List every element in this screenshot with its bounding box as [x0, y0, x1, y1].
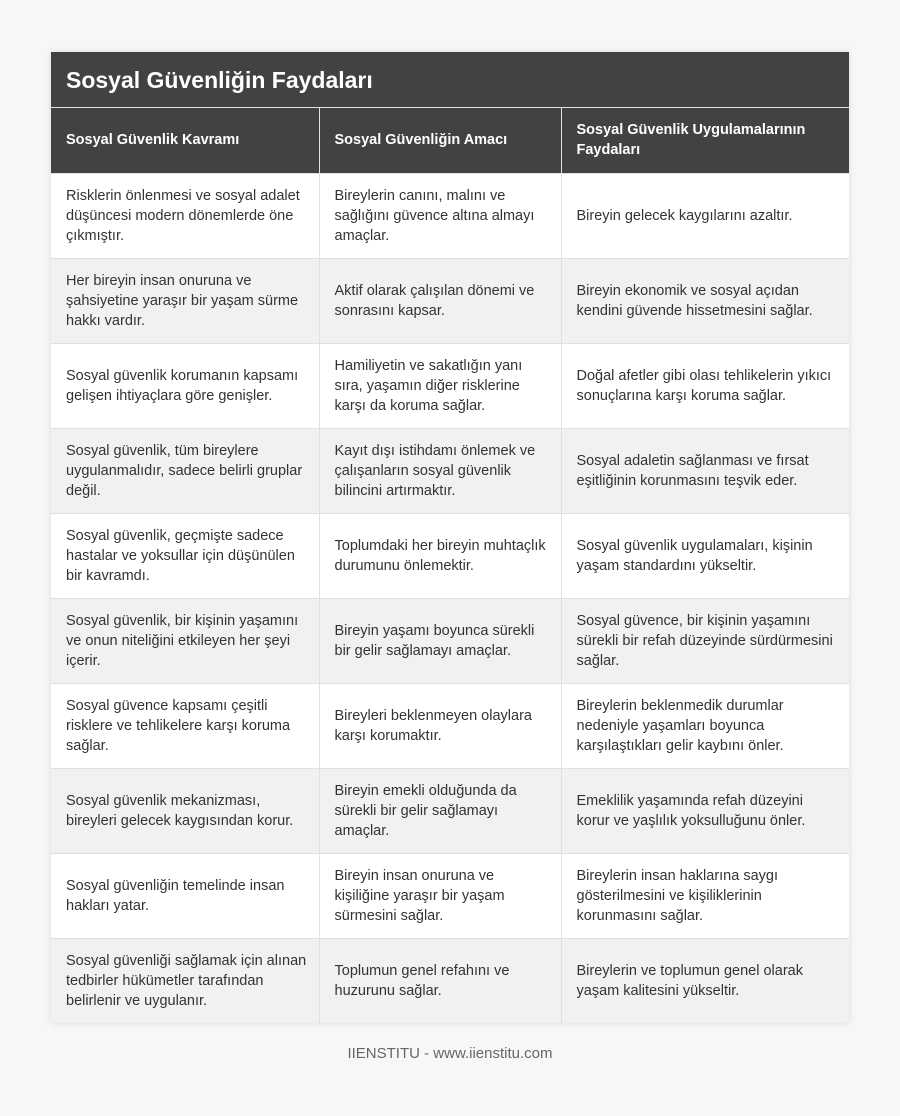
- cell-concept: Sosyal güvenlik, bir kişinin yaşamını ve…: [51, 597, 319, 683]
- cell-benefit: Sosyal güvenlik uygulamaları, kişinin ya…: [560, 512, 849, 598]
- cell-concept: Sosyal güvenlik mekanizması, bireyleri g…: [51, 767, 319, 853]
- cell-benefit: Emeklilik yaşamında refah düzeyini korur…: [560, 767, 849, 853]
- column-header-purpose: Sosyal Güvenliğin Amacı: [318, 108, 561, 173]
- table-row: Her bireyin insan onuruna ve şahsiyetine…: [51, 257, 849, 343]
- cell-concept: Sosyal güvenlik, tüm bireylere uygulanma…: [51, 427, 319, 513]
- cell-purpose: Bireyleri beklenmeyen olaylara karşı kor…: [318, 682, 561, 768]
- cell-purpose: Bireyin insan onuruna ve kişiliğine yara…: [318, 852, 561, 938]
- cell-purpose: Hamiliyetin ve sakatlığın yanı sıra, yaş…: [318, 342, 561, 428]
- cell-purpose: Bireyin emekli olduğunda da sürekli bir …: [318, 767, 561, 853]
- cell-benefit: Sosyal adaletin sağlanması ve fırsat eşi…: [560, 427, 849, 513]
- table-row: Sosyal güvenlik, geçmişte sadece hastala…: [51, 512, 849, 598]
- cell-concept: Her bireyin insan onuruna ve şahsiyetine…: [51, 257, 319, 343]
- cell-benefit: Bireylerin ve toplumun genel olarak yaşa…: [560, 937, 849, 1023]
- benefits-table-card: Sosyal Güvenliğin Faydaları Sosyal Güven…: [51, 52, 849, 1023]
- cell-concept: Sosyal güvenliği sağlamak için alınan te…: [51, 937, 319, 1023]
- cell-benefit: Bireyin ekonomik ve sosyal açıdan kendin…: [560, 257, 849, 343]
- cell-purpose: Aktif olarak çalışılan dönemi ve sonrası…: [318, 257, 561, 343]
- footer-credit: IIENSTITU - www.iienstitu.com: [347, 1045, 553, 1062]
- table-row: Sosyal güvenlik mekanizması, bireyleri g…: [51, 767, 849, 853]
- cell-purpose: Bireylerin canını, malını ve sağlığını g…: [318, 172, 561, 258]
- cell-benefit: Sosyal güvence, bir kişinin yaşamını sür…: [560, 597, 849, 683]
- cell-purpose: Kayıt dışı istihdamı önlemek ve çalışanl…: [318, 427, 561, 513]
- table-title: Sosyal Güvenliğin Faydaları: [51, 52, 849, 108]
- cell-benefit: Bireylerin beklenmedik durumlar nedeniyl…: [560, 682, 849, 768]
- table-row: Sosyal güvenliğin temelinde insan haklar…: [51, 852, 849, 938]
- cell-concept: Sosyal güvenlik korumanın kapsamı gelişe…: [51, 342, 319, 428]
- cell-concept: Sosyal güvenlik, geçmişte sadece hastala…: [51, 512, 319, 598]
- cell-concept: Sosyal güvenliğin temelinde insan haklar…: [51, 852, 319, 938]
- table-row: Sosyal güvenlik, tüm bireylere uygulanma…: [51, 427, 849, 513]
- column-header-benefits: Sosyal Güvenlik Uygulamalarının Faydalar…: [560, 108, 849, 173]
- column-header-concept: Sosyal Güvenlik Kavramı: [51, 108, 319, 173]
- cell-benefit: Doğal afetler gibi olası tehlikelerin yı…: [560, 342, 849, 428]
- cell-purpose: Toplumdaki her bireyin muhtaçlık durumun…: [318, 512, 561, 598]
- benefits-table: Sosyal Güvenlik Kavramı Sosyal Güvenliği…: [51, 108, 849, 1023]
- cell-benefit: Bireylerin insan haklarına saygı gösteri…: [560, 852, 849, 938]
- cell-purpose: Toplumun genel refahını ve huzurunu sağl…: [318, 937, 561, 1023]
- table-row: Risklerin önlenmesi ve sosyal adalet düş…: [51, 172, 849, 258]
- cell-concept: Risklerin önlenmesi ve sosyal adalet düş…: [51, 172, 319, 258]
- table-row: Sosyal güvenlik korumanın kapsamı gelişe…: [51, 342, 849, 428]
- table-row: Sosyal güvenlik, bir kişinin yaşamını ve…: [51, 597, 849, 683]
- table-row: Sosyal güvenliği sağlamak için alınan te…: [51, 937, 849, 1023]
- cell-concept: Sosyal güvence kapsamı çeşitli risklere …: [51, 682, 319, 768]
- table-row: Sosyal güvence kapsamı çeşitli risklere …: [51, 682, 849, 768]
- cell-purpose: Bireyin yaşamı boyunca sürekli bir gelir…: [318, 597, 561, 683]
- cell-benefit: Bireyin gelecek kaygılarını azaltır.: [560, 172, 849, 258]
- header-row: Sosyal Güvenlik Kavramı Sosyal Güvenliği…: [51, 108, 849, 173]
